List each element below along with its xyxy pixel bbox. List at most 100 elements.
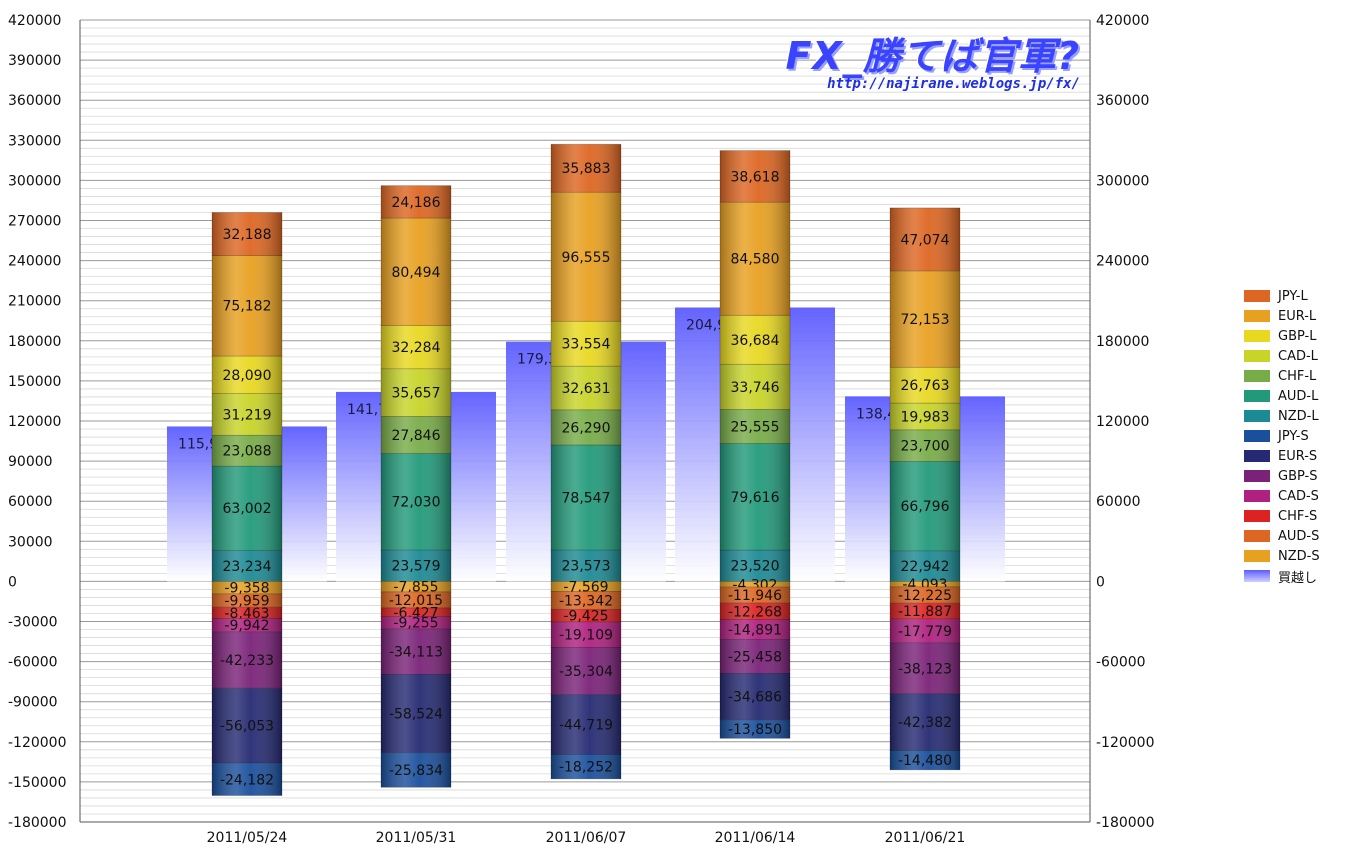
legend-swatch xyxy=(1244,370,1270,382)
long-segment-label: 27,846 xyxy=(392,428,441,444)
short-segment-label: -11,887 xyxy=(898,604,952,620)
segment-shading xyxy=(212,763,282,796)
legend-label: GBP-L xyxy=(1278,328,1317,344)
short-segment-label: -14,480 xyxy=(898,753,952,769)
segment-shading xyxy=(381,416,451,454)
y-tick-label-left: 270000 xyxy=(8,214,61,230)
segment-shading xyxy=(890,207,960,271)
segment-shading xyxy=(890,581,960,587)
y-tick-label-right: 240000 xyxy=(1096,254,1149,270)
long-segment-label: 35,657 xyxy=(392,386,441,402)
long-segment-label: 78,547 xyxy=(562,490,611,506)
long-segment-label: 80,494 xyxy=(392,265,441,281)
legend-label: JPY-L xyxy=(1278,288,1308,304)
segment-shading xyxy=(720,150,790,203)
short-segment-label: -18,252 xyxy=(559,760,613,776)
legend-item: 買越し xyxy=(1244,566,1320,586)
segment-shading xyxy=(720,587,790,604)
segment-shading xyxy=(890,642,960,694)
y-tick-label-left: 390000 xyxy=(8,53,61,69)
long-segment-label: 23,573 xyxy=(562,559,611,575)
position-bars: 23,234 63,002 23,088 31,219 28,090 75,182 32,1… xyxy=(211,143,961,796)
long-segment-label: 31,219 xyxy=(223,407,272,423)
legend-label: CHF-L xyxy=(1278,368,1317,384)
y-tick-label-right: 300000 xyxy=(1096,173,1149,189)
short-segment-label: -19,109 xyxy=(559,628,613,644)
long-segment-label: 19,983 xyxy=(901,409,950,425)
short-segment-label: -17,779 xyxy=(898,624,952,640)
segment-shading xyxy=(212,355,282,394)
segment-shading xyxy=(551,321,621,367)
segment-shading xyxy=(551,409,621,445)
segment-shading xyxy=(551,192,621,322)
legend-label: CAD-S xyxy=(1278,488,1319,504)
legend-label: 買越し xyxy=(1278,570,1318,586)
segment-shading xyxy=(212,550,282,582)
segment-shading xyxy=(890,461,960,551)
segment-shading xyxy=(381,325,451,369)
long-segment-label: 33,554 xyxy=(562,337,611,353)
y-tick-label-right: 180000 xyxy=(1096,334,1149,350)
short-segment-label: -12,268 xyxy=(728,604,782,620)
legend-item: CHF-S xyxy=(1244,506,1320,526)
segment-shading xyxy=(720,443,790,550)
segment-shading xyxy=(381,752,451,788)
y-tick-label-left: 360000 xyxy=(8,93,61,109)
segment-shading xyxy=(212,212,282,256)
short-segment-label: -38,123 xyxy=(898,661,952,677)
legend-swatch xyxy=(1244,510,1270,522)
short-segment-label: -35,304 xyxy=(559,664,613,680)
legend-swatch xyxy=(1244,470,1270,482)
segment-shading xyxy=(551,591,621,610)
legend-label: NZD-S xyxy=(1278,548,1320,564)
long-segment-label: 84,580 xyxy=(731,252,780,268)
segment-shading xyxy=(551,549,621,582)
segment-shading xyxy=(890,550,960,582)
short-segment-label: -42,382 xyxy=(898,715,952,731)
short-segment-label: -14,891 xyxy=(728,622,782,638)
y-tick-label-right: -60000 xyxy=(1096,655,1146,671)
x-tick-label: 2011/05/24 xyxy=(207,830,288,846)
legend-swatch xyxy=(1244,310,1270,322)
segment-shading xyxy=(720,202,790,316)
y-tick-label-left: 330000 xyxy=(8,133,61,149)
segment-shading xyxy=(212,593,282,608)
short-segment-label: -11,946 xyxy=(728,588,782,604)
brand-title: FX_勝てば官軍? xyxy=(785,34,1080,78)
long-segment-label: 23,700 xyxy=(901,439,950,455)
segment-shading xyxy=(551,609,621,622)
legend-swatch xyxy=(1244,290,1270,302)
segment-shading xyxy=(720,409,790,444)
legend-label: JPY-S xyxy=(1278,428,1309,444)
y-tick-label-left: -180000 xyxy=(8,815,67,831)
y-tick-label-left: 90000 xyxy=(8,454,53,470)
long-segment-label: 72,153 xyxy=(901,312,950,328)
legend-swatch xyxy=(1244,390,1270,402)
segment-shading xyxy=(381,368,451,417)
y-tick-label-right: 420000 xyxy=(1096,13,1149,29)
short-segment-label: -24,182 xyxy=(220,772,274,788)
x-tick-label: 2011/05/31 xyxy=(376,830,457,846)
short-segment-label: -44,719 xyxy=(559,718,613,734)
legend-label: AUD-S xyxy=(1278,528,1320,544)
brand-url: http://najirane.weblogs.jp/fx/ xyxy=(827,76,1080,92)
segment-shading xyxy=(551,754,621,779)
segment-shading xyxy=(720,549,790,582)
long-segment-label: 96,555 xyxy=(562,250,611,266)
legend-item: GBP-S xyxy=(1244,466,1320,486)
long-segment-label: 22,942 xyxy=(901,559,950,575)
legend-swatch xyxy=(1244,410,1270,422)
segment-shading xyxy=(551,694,621,755)
segment-shading xyxy=(381,591,451,608)
segment-shading xyxy=(720,603,790,620)
segment-shading xyxy=(890,603,960,620)
segment-shading xyxy=(381,549,451,582)
legend-item: AUD-S xyxy=(1244,526,1320,546)
y-tick-label-left: -60000 xyxy=(8,655,58,671)
long-segment-label: 47,074 xyxy=(901,232,950,248)
short-segment-label: -25,458 xyxy=(728,649,782,665)
legend-item: AUD-L xyxy=(1244,386,1320,406)
segment-shading xyxy=(212,435,282,467)
legend-label: GBP-S xyxy=(1278,468,1318,484)
segment-shading xyxy=(890,429,960,462)
